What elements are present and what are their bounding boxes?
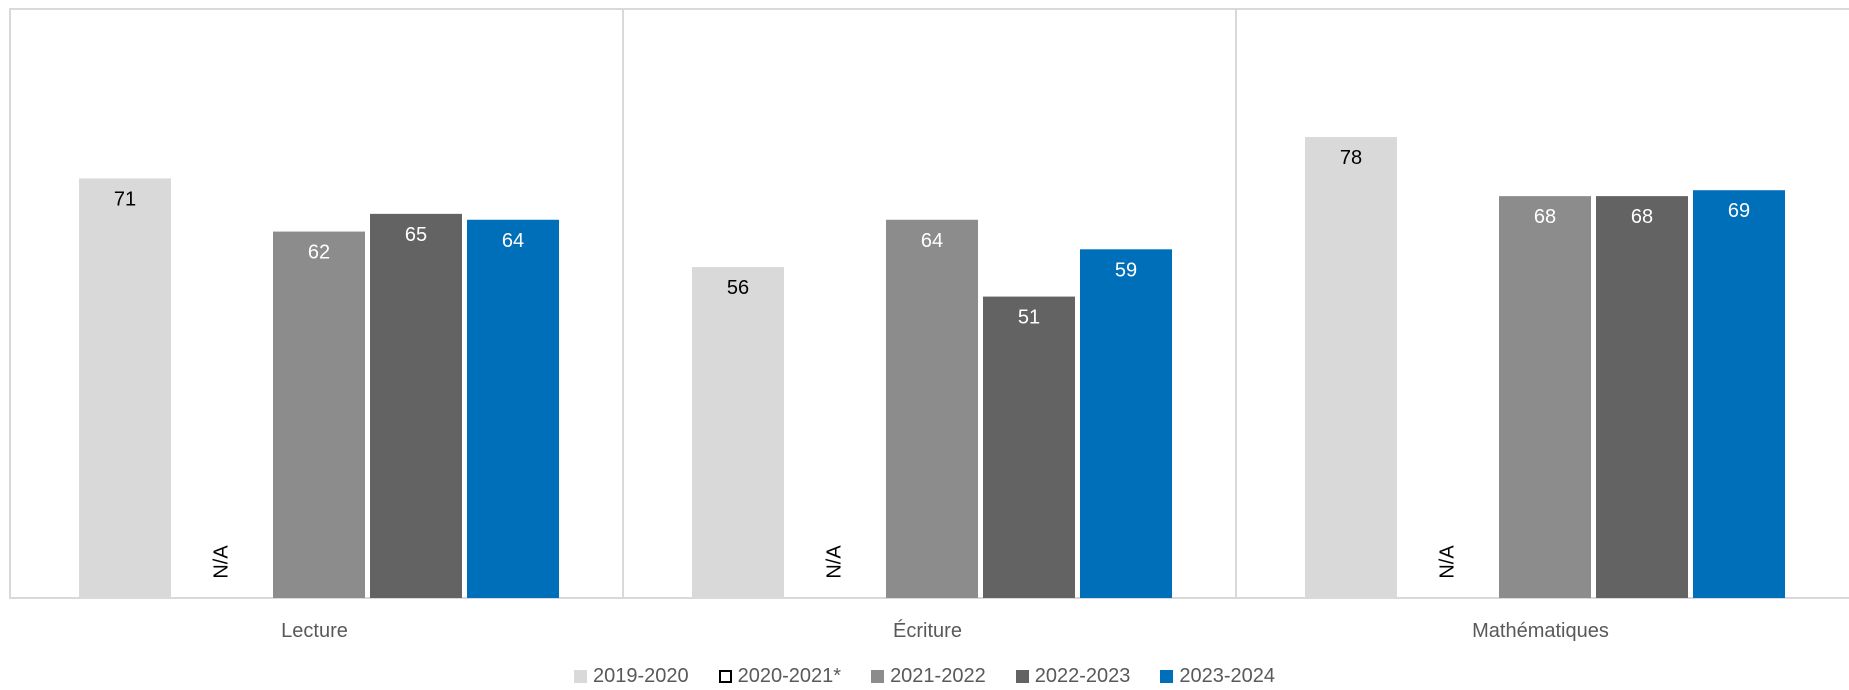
data-label: 78 xyxy=(1340,147,1362,169)
missing-value-label: N/A xyxy=(823,545,845,579)
legend-swatch xyxy=(1160,669,1174,683)
legend-label: 2021-2022 xyxy=(890,664,986,687)
chart-legend: 2019-2020 2020-2021* 2021-2022 2022-2023 202… xyxy=(0,665,1849,687)
bar xyxy=(886,219,978,598)
missing-value-label: N/A xyxy=(210,545,232,579)
data-label: 69 xyxy=(1728,200,1750,222)
category-label: Lecture xyxy=(281,620,348,642)
legend-item: 2022-2023 xyxy=(1015,664,1131,688)
legend-label: 2022-2023 xyxy=(1034,664,1131,687)
legend-item: 2020-2021* xyxy=(718,664,842,688)
legend-swatch xyxy=(871,669,885,683)
data-label: 62 xyxy=(308,242,330,264)
bar xyxy=(1305,137,1397,598)
data-label: 64 xyxy=(921,230,943,252)
bar xyxy=(692,267,784,598)
category-label: Mathématiques xyxy=(1472,620,1609,642)
data-label: 71 xyxy=(114,188,136,210)
data-label: 68 xyxy=(1631,206,1653,228)
data-label: 59 xyxy=(1115,259,1137,281)
legend-item: 2021-2022 xyxy=(871,665,986,688)
bar xyxy=(273,231,365,598)
data-label: 64 xyxy=(502,230,524,252)
bar xyxy=(370,213,462,598)
category-label: Écriture xyxy=(893,619,962,642)
missing-value-label: N/A xyxy=(1436,545,1458,579)
data-label: 68 xyxy=(1534,206,1556,228)
bar xyxy=(1693,190,1785,598)
bar xyxy=(983,296,1075,598)
bar xyxy=(1499,196,1591,598)
bar xyxy=(467,219,559,598)
legend-item: 2023-2024 xyxy=(1160,665,1275,688)
legend-swatch xyxy=(1015,669,1029,683)
legend-label: 2019-2020 xyxy=(592,664,689,687)
bar xyxy=(1596,196,1688,598)
legend-swatch xyxy=(573,669,587,683)
legend-item: 2019-2020 xyxy=(573,664,689,688)
legend-label: 2023-2024 xyxy=(1179,664,1276,687)
bar xyxy=(79,178,171,598)
data-label: 56 xyxy=(727,277,749,299)
legend-swatch xyxy=(718,669,732,683)
legend-label: 2020-2021* xyxy=(737,664,842,687)
bar xyxy=(1080,249,1172,598)
data-label: 51 xyxy=(1018,307,1040,329)
data-label: 65 xyxy=(405,224,427,246)
